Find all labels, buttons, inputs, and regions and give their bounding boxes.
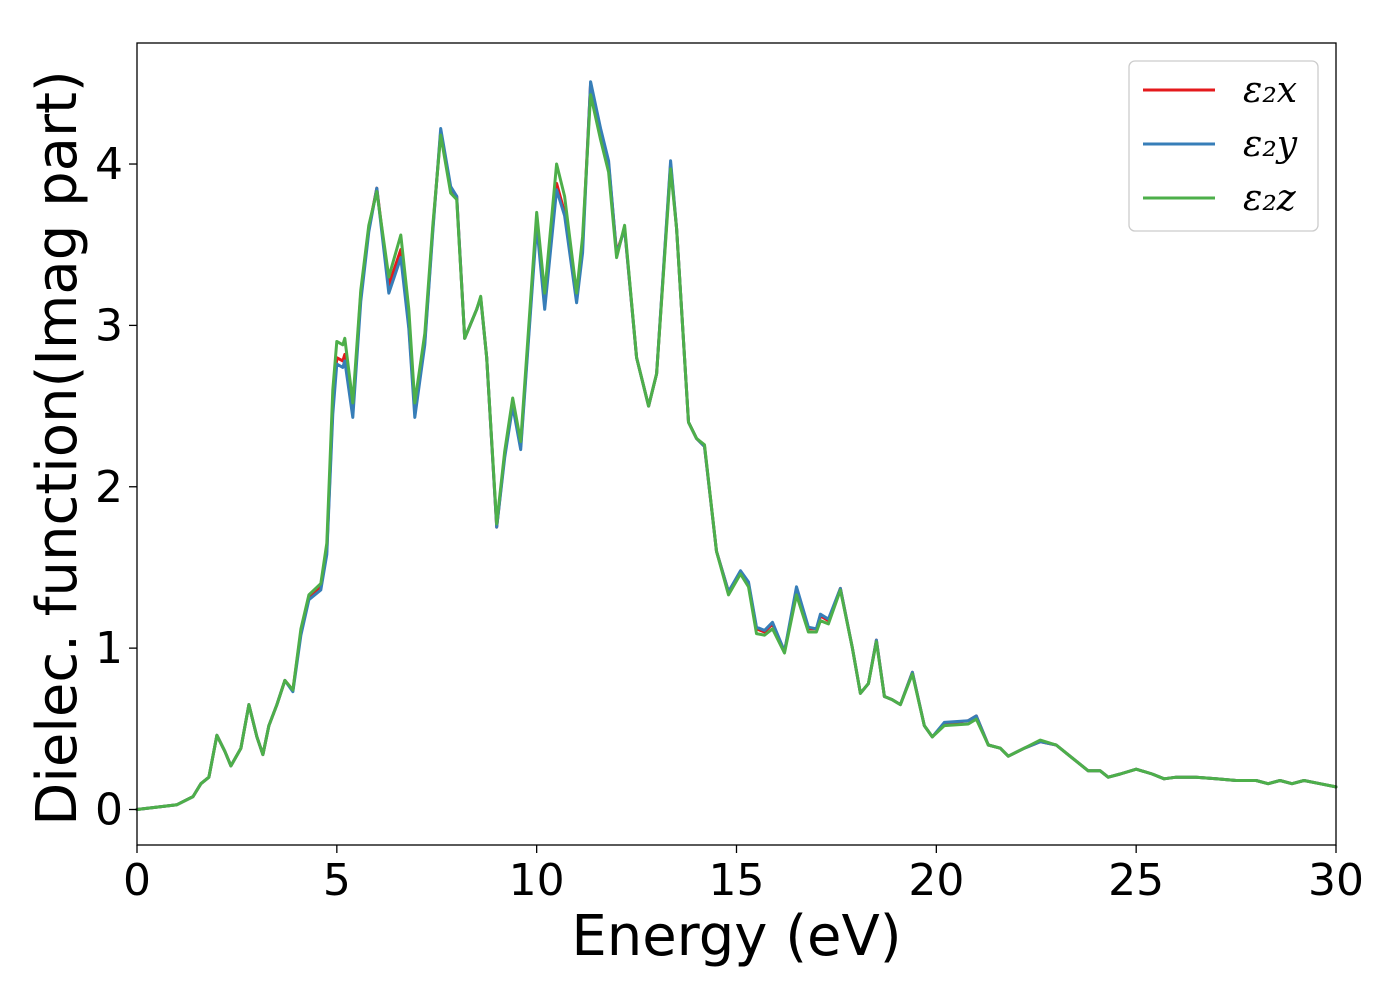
y-axis-label: Dielec. function(Imag part) — [25, 70, 90, 826]
x-axis-label: Energy (eV) — [571, 904, 901, 969]
y-tick-label: 2 — [95, 462, 123, 513]
x-tick-label: 10 — [509, 855, 565, 906]
series-layer — [135, 80, 1338, 811]
legend-label-3: ε₂z — [1243, 178, 1297, 219]
x-tick-label: 15 — [709, 855, 765, 906]
legend-label-2: ε₂y — [1243, 124, 1298, 165]
x-tick-label: 30 — [1308, 855, 1364, 906]
y-tick-label: 4 — [95, 139, 123, 190]
x-tick-label: 5 — [323, 855, 351, 906]
series-line-3 — [135, 93, 1338, 811]
x-tick-label: 25 — [1108, 855, 1164, 906]
legend: ε₂x ε₂y ε₂z — [1128, 60, 1319, 232]
y-axis: 0 1 2 3 4 — [95, 139, 137, 835]
legend-box — [1128, 60, 1319, 232]
y-tick-label: 3 — [95, 300, 123, 351]
y-tick-label: 0 — [95, 784, 123, 835]
x-axis: 0 5 10 15 20 25 30 — [123, 845, 1364, 906]
y-tick-label: 1 — [95, 623, 123, 674]
legend-label-1: ε₂x — [1243, 70, 1297, 111]
x-tick-label: 0 — [123, 855, 151, 906]
x-tick-label: 20 — [908, 855, 964, 906]
